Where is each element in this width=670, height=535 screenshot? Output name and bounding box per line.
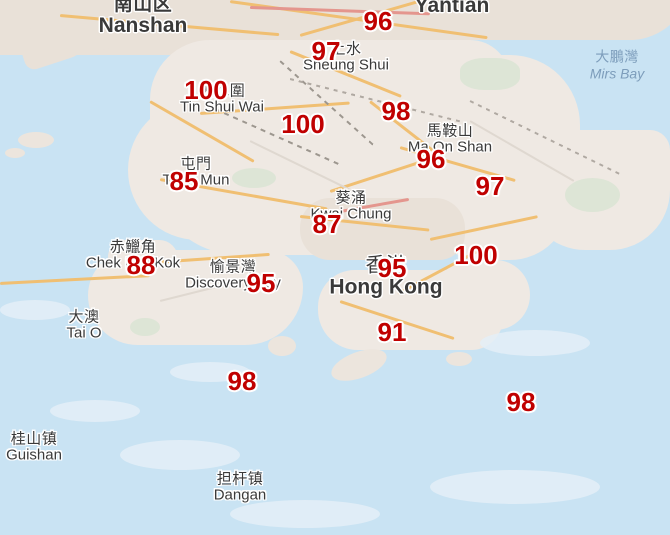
land-shenzhen-east xyxy=(330,0,670,40)
place-label-nanshan-zh: 南山区 xyxy=(113,0,173,16)
place-label-sheung-shui: 上水 Sheung Shui xyxy=(303,41,389,73)
place-label-sheung-shui-en: Sheung Shui xyxy=(303,56,389,73)
place-label-chek-lap-kok-en: Chek Lap Kok xyxy=(85,254,181,271)
place-label-kwai-chung-en: Kwai Chung xyxy=(310,205,392,222)
place-label-hong-kong-en: Hong Kong xyxy=(329,275,443,299)
value-marker-95-hong-kong[interactable]: 95 xyxy=(377,253,407,283)
green-patch-mirs-bay-north xyxy=(460,58,520,90)
land-hk-island-east xyxy=(440,260,530,330)
value-marker-96-tai-po-north[interactable]: 96 xyxy=(363,6,393,36)
value-marker-87-kwai-chung[interactable]: 87 xyxy=(312,209,342,239)
shoal-patch-2 xyxy=(120,440,240,470)
green-patch-nt-central xyxy=(232,168,276,188)
shoal-patch-4 xyxy=(430,470,600,504)
place-label-mirs-bay-zh: 大鵬灣 xyxy=(595,48,639,65)
value-marker-91-hk-island-south[interactable]: 91 xyxy=(377,317,407,347)
place-label-tin-shui-wai: 天水圍 Tin Shui Wai xyxy=(180,83,264,115)
shoal-patch-7 xyxy=(0,300,70,320)
place-label-guishan-zh: 桂山镇 xyxy=(10,430,58,448)
land-island-cheung-chau xyxy=(268,336,296,356)
place-label-tuen-mun: 屯門 Tuen Mun xyxy=(163,156,230,188)
place-label-mirs-bay: 大鵬灣 Mirs Bay xyxy=(590,49,644,80)
place-label-ma-on-shan: 馬鞍山 Ma On Shan xyxy=(408,123,492,155)
place-label-tin-shui-wai-en: Tin Shui Wai xyxy=(180,98,264,115)
place-label-discovery-bay-zh: 愉景灣 xyxy=(209,258,257,276)
value-marker-100-clear-water-bay[interactable]: 100 xyxy=(454,240,498,270)
place-label-tai-o-en: Tai O xyxy=(66,324,102,341)
place-label-yantian-en: Yantian xyxy=(414,0,490,17)
place-label-tin-shui-wai-zh: 天水圍 xyxy=(198,82,246,100)
place-label-ma-on-shan-zh: 馬鞍山 xyxy=(426,122,474,140)
value-marker-100-yuen-long[interactable]: 100 xyxy=(281,109,325,139)
green-patch-plover-cove xyxy=(565,178,620,212)
place-label-tai-o-zh: 大澳 xyxy=(68,308,100,326)
place-label-kwai-chung: 葵涌 Kwai Chung xyxy=(311,190,392,222)
place-label-hong-kong: 香港 Hong Kong xyxy=(329,255,442,298)
place-label-ma-on-shan-en: Ma On Shan xyxy=(407,138,493,155)
value-marker-97-sai-kung[interactable]: 97 xyxy=(475,171,505,201)
green-patch-lantau xyxy=(130,318,160,336)
place-label-dangan-en: Dangan xyxy=(213,486,267,503)
value-marker-97-sheung-shui[interactable]: 97 xyxy=(311,36,341,66)
value-marker-98-south-lantau-sea[interactable]: 98 xyxy=(227,366,257,396)
land-island-po-toi xyxy=(446,352,472,366)
value-marker-85-tuen-mun[interactable]: 85 xyxy=(169,166,199,196)
shoal-patch-1 xyxy=(50,400,140,422)
place-label-yantian: Yantian xyxy=(415,0,490,17)
place-label-guishan-en: Guishan xyxy=(6,446,62,463)
place-label-chek-lap-kok-zh: 赤鱲角 xyxy=(109,238,157,256)
place-label-chek-lap-kok: 赤鱲角 Chek Lap Kok xyxy=(86,239,180,271)
place-label-hong-kong-zh: 香港 xyxy=(365,254,407,277)
place-label-sheung-shui-zh: 上水 xyxy=(330,40,362,58)
land-chek-lap-kok-airport xyxy=(108,240,178,272)
place-label-nanshan-en: Nanshan xyxy=(98,13,188,37)
land-island-small-2 xyxy=(5,148,25,158)
place-label-tuen-mun-en: Tuen Mun xyxy=(162,171,230,188)
value-marker-98-southeast-sea[interactable]: 98 xyxy=(506,387,536,417)
place-label-discovery-bay: 愉景灣 Discovery Bay xyxy=(185,259,281,291)
value-marker-100-tin-shui-wai[interactable]: 100 xyxy=(184,75,228,105)
shoal-patch-3 xyxy=(230,500,380,528)
land-island-small-1 xyxy=(18,132,54,148)
place-label-dangan-zh: 担杆镇 xyxy=(216,470,264,488)
place-label-dangan: 担杆镇 Dangan xyxy=(214,471,267,503)
place-label-kwai-chung-zh: 葵涌 xyxy=(335,189,367,207)
place-label-mirs-bay-en: Mirs Bay xyxy=(589,65,645,82)
place-label-discovery-bay-en: Discovery Bay xyxy=(185,274,281,291)
value-marker-98-tai-po[interactable]: 98 xyxy=(381,96,411,126)
place-label-tuen-mun-zh: 屯門 xyxy=(180,155,212,173)
value-marker-95-discovery-bay[interactable]: 95 xyxy=(246,268,276,298)
shoal-patch-5 xyxy=(480,330,590,356)
place-label-nanshan: 南山区 Nanshan xyxy=(99,0,188,37)
value-marker-88-chek-lap-kok[interactable]: 88 xyxy=(126,250,156,280)
shoal-patch-6 xyxy=(170,362,250,382)
place-label-guishan: 桂山镇 Guishan xyxy=(6,431,62,463)
value-marker-96-ma-on-shan[interactable]: 96 xyxy=(416,144,446,174)
place-label-tai-o: 大澳 Tai O xyxy=(66,309,101,341)
